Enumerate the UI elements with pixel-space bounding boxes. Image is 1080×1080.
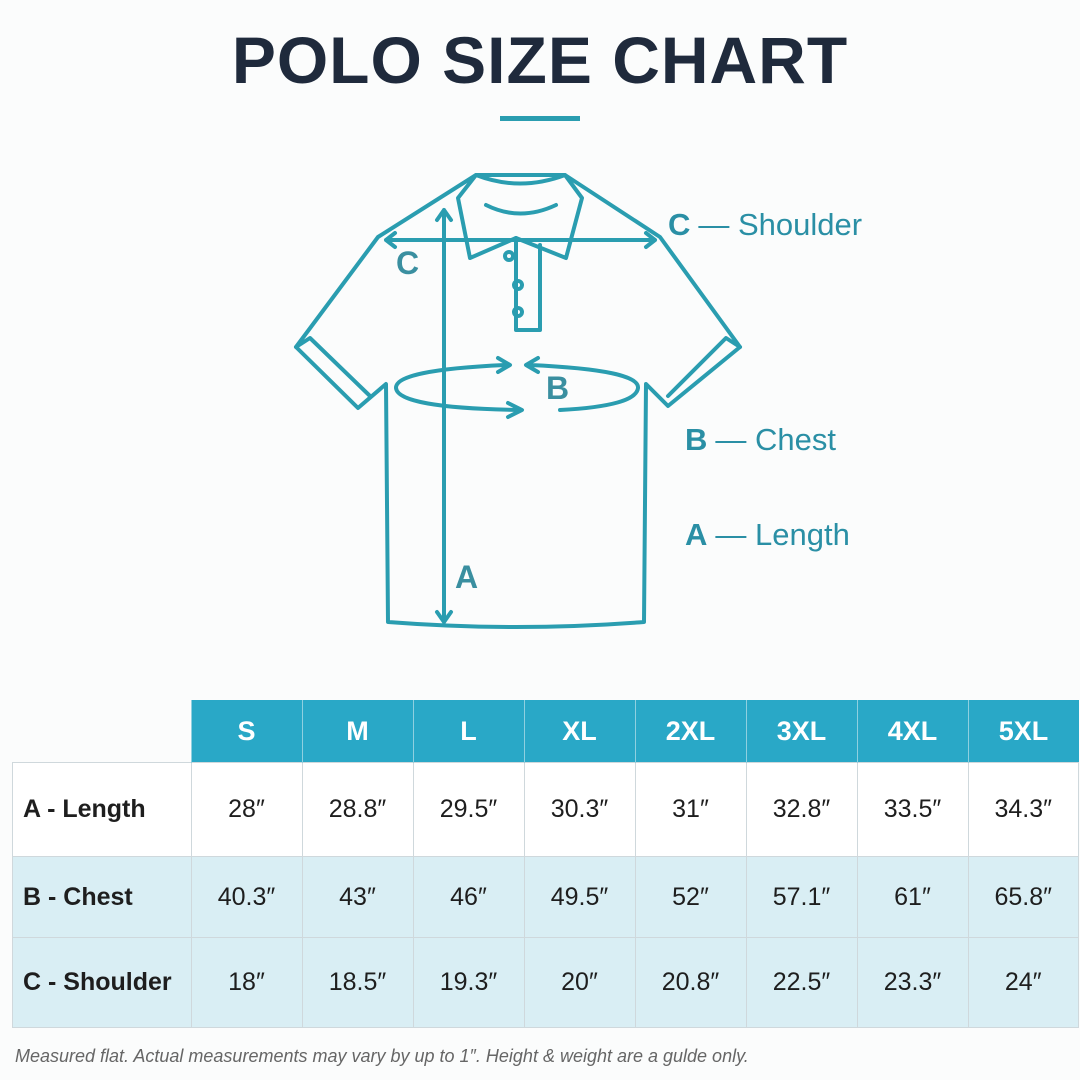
legend-text: — Chest xyxy=(715,422,836,457)
table-row: C - Shoulder 18″ 18.5″ 19.3″ 20″ 20.8″ 22.5″ 23… xyxy=(12,937,1079,1028)
cell: 32.8″ xyxy=(745,762,858,857)
cell: 31″ xyxy=(634,762,747,857)
column-header: S xyxy=(190,700,302,763)
marker: B xyxy=(546,370,569,406)
legend-text: — Shoulder xyxy=(698,207,863,242)
cell: 30.3″ xyxy=(523,762,636,857)
marker: A xyxy=(455,559,478,595)
cell: 65.8″ xyxy=(967,856,1079,938)
column-header: L xyxy=(412,700,524,763)
cell: 19.3″ xyxy=(412,937,525,1028)
cell: 18″ xyxy=(190,937,303,1028)
cell: 20″ xyxy=(523,937,636,1028)
cell: 28″ xyxy=(190,762,303,857)
corner-cell xyxy=(13,700,192,763)
column-header: 5XL xyxy=(967,700,1079,763)
cell: 34.3″ xyxy=(967,762,1079,857)
cell: 18.5″ xyxy=(301,937,414,1028)
column-header: M xyxy=(301,700,413,763)
cell: 49.5″ xyxy=(523,856,636,938)
column-header: 2XL xyxy=(634,700,746,763)
header-row: S M L XL 2XL 3XL 4XL 5XL xyxy=(13,700,1079,763)
table-row: A - Length 28″ 28.8″ 29.5″ 30.3″ 31″ 32.8″ 33.5… xyxy=(12,762,1079,857)
cell: 57.1″ xyxy=(745,856,858,938)
legend-letter: A xyxy=(685,517,708,552)
legend-item: B — Chest xyxy=(685,422,836,458)
legend-letter: C xyxy=(668,207,691,242)
row-label: C - Shoulder xyxy=(12,937,192,1028)
cell: 46″ xyxy=(412,856,525,938)
legend-text: — Length xyxy=(715,517,850,552)
cell: 43″ xyxy=(301,856,414,938)
cell: 33.5″ xyxy=(856,762,969,857)
column-header: 3XL xyxy=(745,700,857,763)
cell: 24″ xyxy=(967,937,1079,1028)
marker: C xyxy=(396,245,419,281)
cell: 22.5″ xyxy=(745,937,858,1028)
table-row: B - Chest 40.3″ 43″ 46″ 49.5″ 52″ 57.1″ 61″ 65.8… xyxy=(12,856,1079,938)
cell: 28.8″ xyxy=(301,762,414,857)
cell: 23.3″ xyxy=(856,937,969,1028)
title-underline xyxy=(500,116,580,121)
cell: 29.5″ xyxy=(412,762,525,857)
cell: 40.3″ xyxy=(190,856,303,938)
cell: 20.8″ xyxy=(634,937,747,1028)
row-label: B - Chest xyxy=(12,856,192,938)
cell: 61″ xyxy=(856,856,969,938)
legend-item: C — Shoulder xyxy=(668,207,862,243)
legend-letter: B xyxy=(685,422,708,457)
column-header: 4XL xyxy=(856,700,968,763)
column-header: XL xyxy=(523,700,635,763)
legend-item: A — Length xyxy=(685,517,850,553)
shirt-diagram: C B A xyxy=(294,173,742,629)
row-label: A - Length xyxy=(12,762,192,857)
footnote: Measured flat. Actual measurements may v… xyxy=(15,1046,749,1066)
title: POLO SIZE CHART xyxy=(231,23,849,97)
size-table: S M L XL 2XL 3XL 4XL 5XL A - Length 28″ 28.8″ 29.5″… xyxy=(12,700,1079,1028)
cell: 52″ xyxy=(634,856,747,938)
